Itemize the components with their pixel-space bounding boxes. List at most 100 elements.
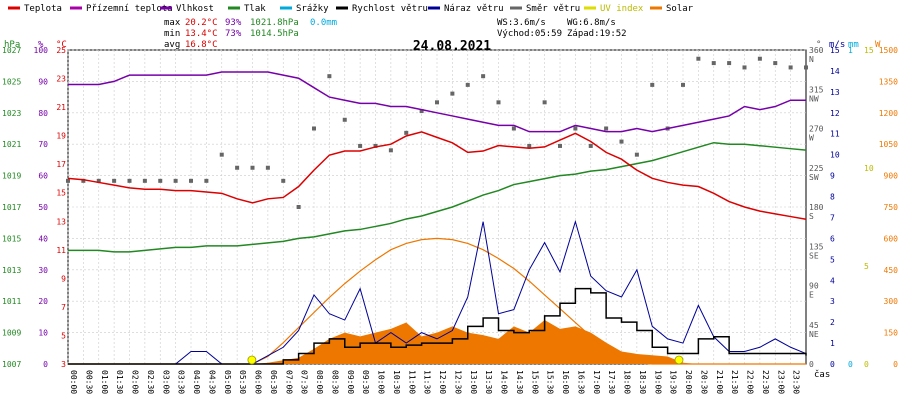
uv-tick-label: 5	[864, 262, 869, 271]
wind-tick-label: 10	[830, 151, 840, 160]
pressure-tick-label: 1027	[2, 46, 21, 55]
x-tick-label: 19:00	[653, 370, 662, 394]
x-tick-label: 08:30	[330, 370, 339, 394]
legend-label: Teplota	[24, 4, 62, 14]
stat-min-label: min	[164, 29, 180, 39]
direction-tick-label: 315	[809, 85, 824, 94]
unit-pct: %	[38, 40, 44, 50]
legend-label: Rychlost větru	[352, 4, 428, 14]
stat-avg-label: avg	[164, 40, 180, 50]
stat-max-label: max	[164, 18, 181, 28]
direction-point	[296, 205, 301, 209]
direction-point	[573, 126, 578, 131]
humidity-tick-label: 0	[43, 360, 48, 369]
legend: Teplota Přízemní teplota Vlhkost Tlak Srážky…	[8, 4, 694, 14]
stat-max-hum: 93%	[225, 18, 242, 28]
humidity-tick-label: 90	[38, 77, 48, 86]
solar-tick-label: 1350	[879, 77, 898, 86]
x-tick-label: 04:30	[207, 370, 216, 394]
stat-min-press: 1014.5hPa	[250, 29, 299, 39]
pressure-tick-label: 1025	[2, 77, 21, 86]
solar-area	[68, 320, 806, 364]
pressure-tick-label: 1019	[2, 172, 21, 181]
direction-tick-label: 270	[809, 125, 824, 134]
direction-point	[81, 178, 86, 183]
pressure-tick-label: 1007	[2, 360, 21, 369]
x-tick-label: 18:00	[623, 370, 632, 394]
direction-point	[112, 178, 117, 183]
unit-hpa: hPa	[4, 40, 20, 50]
wind-tick-label: 12	[830, 109, 840, 118]
direction-tick-label: E	[809, 291, 814, 300]
temperature-tick-label: 3	[61, 360, 66, 369]
stat-max-temp: 20.2°C	[185, 18, 218, 28]
temperature-tick-label: 25	[56, 46, 66, 55]
solar-tick-label: 150	[884, 329, 899, 338]
direction-tick-label: 90	[809, 282, 819, 291]
x-tick-label: 21:00	[715, 370, 724, 394]
temperature-tick-label: 13	[56, 217, 66, 226]
direction-point	[650, 82, 655, 87]
stat-sunset: Západ:19:52	[567, 29, 627, 39]
stat-min-hum: 73%	[225, 29, 242, 39]
direction-point	[173, 178, 178, 183]
direction-point	[481, 74, 486, 79]
direction-point	[742, 65, 747, 70]
direction-point	[66, 178, 70, 183]
legend-label: Tlak	[244, 4, 266, 14]
direction-point	[681, 82, 685, 87]
direction-point	[404, 130, 409, 135]
x-tick-label: 14:30	[515, 370, 524, 394]
uv-tick-label: 10	[864, 164, 874, 173]
pressure-tick-label: 1017	[2, 203, 21, 212]
humidity-tick-label: 40	[38, 234, 48, 243]
x-tick-label: 15:30	[546, 370, 555, 394]
stats-block: max 20.2°C 93% 1021.8hPa 0.0mm min 13.4°…	[164, 18, 627, 50]
temperature-tick-label: 17	[56, 160, 66, 169]
direction-point	[634, 152, 639, 157]
direction-point	[373, 143, 378, 148]
humidity-tick-label: 20	[38, 297, 48, 306]
x-tick-label: 11:00	[407, 370, 416, 394]
x-tick-label: 02:30	[146, 370, 155, 394]
pressure-tick-label: 1013	[2, 266, 21, 275]
direction-tick-label: NW	[809, 94, 819, 103]
uv-tick-label: 15	[864, 46, 874, 55]
wind-tick-label: 13	[830, 88, 840, 97]
wind-tick-label: 7	[830, 213, 835, 222]
x-tick-label: 17:00	[592, 370, 601, 394]
direction-tick-label: 45	[809, 321, 819, 330]
rain-tick-label: 1	[848, 46, 853, 55]
stat-min-temp: 13.4°C	[185, 29, 218, 39]
wind-tick-label: 0	[830, 360, 835, 369]
direction-tick-label: 360	[809, 46, 824, 55]
direction-point	[604, 126, 609, 131]
x-tick-label: 04:00	[192, 370, 201, 394]
wind-gust-line	[68, 219, 807, 365]
pressure-tick-label: 1021	[2, 140, 21, 149]
wind-direction-points	[66, 56, 808, 209]
direction-point	[219, 152, 224, 157]
direction-tick-label: S	[809, 212, 814, 221]
direction-point	[96, 178, 101, 183]
x-tick-label: 09:30	[361, 370, 370, 394]
solar-tick-label: 1200	[879, 109, 898, 118]
grid-lines	[67, 49, 806, 365]
legend-label: Směr větru	[526, 4, 580, 14]
y-axes: 1027102510231021101910171015101310111009…	[2, 46, 898, 369]
unit-ms: m/s	[829, 40, 845, 50]
x-tick-label: 01:30	[115, 370, 124, 394]
direction-point	[511, 126, 516, 131]
x-tick-label: 03:00	[161, 370, 170, 394]
solar-tick-label: 900	[884, 172, 899, 181]
solar-tick-label: 450	[884, 266, 899, 275]
direction-point	[527, 143, 532, 148]
x-tick-label: 12:30	[453, 370, 462, 394]
x-tick-label: 15:00	[530, 370, 539, 394]
x-tick-label: 00:30	[84, 370, 93, 394]
direction-tick-label: NE	[809, 330, 819, 339]
unit-temp: °C	[56, 40, 67, 50]
direction-point	[757, 56, 762, 61]
sun-markers	[247, 355, 684, 365]
